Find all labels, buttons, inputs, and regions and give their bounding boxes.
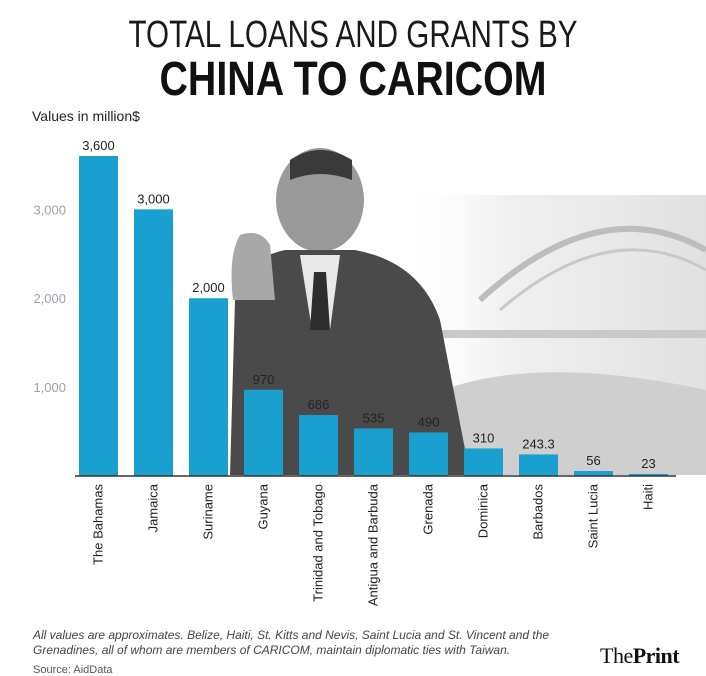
- category-label: Saint Lucia: [586, 483, 601, 548]
- category-label: The Bahamas: [91, 484, 106, 565]
- y-tick-label: 3,000: [33, 202, 66, 217]
- value-label: 56: [586, 453, 600, 468]
- source-note: Source: AidData: [33, 664, 113, 676]
- value-label: 23: [641, 456, 655, 471]
- value-label: 686: [308, 397, 330, 412]
- bar-guyana: [244, 389, 283, 476]
- bar-antigua-and-barbuda: [354, 428, 393, 476]
- bar-the-bahamas: [79, 156, 118, 476]
- category-label: Antigua and Barbuda: [366, 483, 381, 606]
- bar-grenada: [409, 432, 448, 476]
- bars: [79, 156, 668, 477]
- value-label: 490: [418, 414, 440, 429]
- bar-trinidad-and-tobago: [299, 415, 338, 476]
- category-label: Guyana: [256, 483, 271, 529]
- logo-part1: The: [600, 643, 633, 668]
- value-label: 3,000: [137, 191, 170, 206]
- value-label: 310: [473, 430, 495, 445]
- value-label: 2,000: [192, 280, 225, 295]
- bar-chart: 1,000 2,000 3,000 3,600 3,000 2,000 970 686 535…: [33, 138, 706, 606]
- logo-part2: Print: [632, 643, 680, 668]
- category-label: Jamaica: [146, 483, 161, 532]
- value-label: 535: [363, 410, 385, 425]
- category-label: Trinidad and Tobago: [311, 484, 326, 602]
- category-label: Grenada: [421, 483, 436, 534]
- category-label: Suriname: [201, 484, 216, 540]
- value-label: 970: [253, 372, 275, 387]
- y-tick-label: 1,000: [33, 380, 66, 395]
- chart-title-line2: CHINA TO CARICOM: [159, 53, 547, 106]
- x-axis-labels: The Bahamas Jamaica Suriname Guyana Trinidad…: [91, 483, 656, 606]
- chart-title-line1: TOTAL LOANS AND GRANTS BY: [128, 14, 578, 56]
- value-label: 243.3: [522, 436, 555, 451]
- bar-suriname: [189, 298, 228, 476]
- publisher-logo: ThePrint: [600, 643, 680, 669]
- footnote: All values are approximates. Belize, Hai…: [33, 628, 550, 657]
- y-tick-label: 2,000: [33, 291, 66, 306]
- bar-saint-lucia: [574, 471, 613, 476]
- bar-haiti: [629, 473, 668, 476]
- value-labels: 3,600 3,000 2,000 970 686 535 490 310 243.3 56 23: [82, 138, 656, 471]
- bar-barbados: [519, 454, 558, 476]
- units-label: Values in million$: [32, 108, 140, 124]
- y-axis-ticks: 1,000 2,000 3,000: [33, 202, 66, 395]
- category-label: Dominica: [476, 483, 491, 538]
- value-label: 3,600: [82, 138, 115, 153]
- bar-jamaica: [134, 209, 173, 477]
- bar-dominica: [464, 448, 503, 476]
- category-label: Barbados: [531, 484, 546, 540]
- category-label: Haiti: [641, 484, 656, 510]
- background-photo: [230, 148, 706, 475]
